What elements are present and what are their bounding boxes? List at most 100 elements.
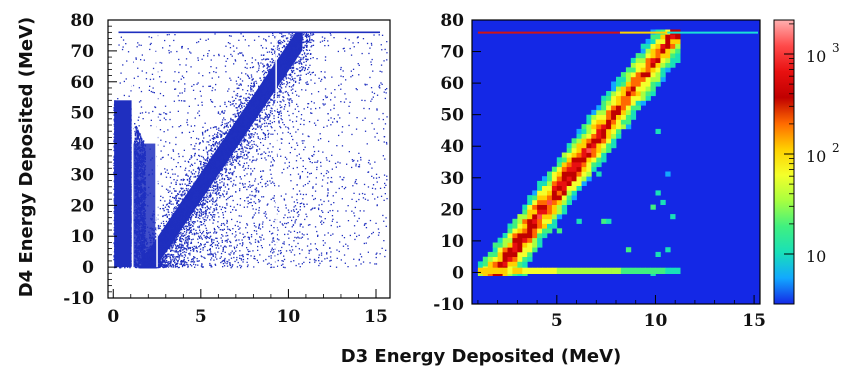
scatter-point	[163, 210, 165, 212]
scatter-point	[301, 89, 303, 91]
scatter-point	[152, 91, 154, 93]
scatter-point	[159, 76, 161, 78]
scatter-point	[200, 265, 203, 267]
scatter-point	[214, 106, 216, 108]
scatter-point	[186, 71, 188, 73]
scatter-point	[308, 135, 310, 138]
scatter-point	[366, 42, 369, 45]
scatter-point	[274, 129, 276, 132]
scatter-point	[187, 48, 189, 50]
scatter-point	[271, 61, 274, 63]
scatter-point	[254, 180, 256, 182]
scatter-point	[172, 254, 174, 256]
scatter-point	[301, 233, 303, 235]
scatter-point	[186, 245, 188, 247]
scatter-point	[277, 253, 279, 256]
scatter-point	[293, 63, 295, 65]
scatter-point	[278, 122, 280, 124]
scatter-point	[280, 250, 282, 252]
scatter-point	[254, 241, 257, 243]
scatter-point	[222, 214, 224, 216]
scatter-point	[333, 104, 335, 106]
scatter-point	[183, 179, 185, 181]
scatter-point	[298, 263, 300, 265]
scatter-point	[204, 219, 206, 221]
scatter-point	[134, 123, 136, 125]
scatter-point	[194, 117, 196, 119]
scatter-point	[225, 235, 227, 237]
scatter-point	[172, 173, 174, 175]
scatter-point	[309, 261, 311, 264]
scatter-point	[210, 199, 212, 201]
scatter-point	[353, 215, 356, 217]
scatter-point	[223, 222, 225, 225]
scatter-point	[355, 163, 357, 165]
scatter-point	[262, 196, 265, 198]
scatter-point	[321, 40, 324, 42]
scatter-point	[152, 78, 155, 80]
scatter-point	[187, 257, 189, 259]
scatter-point	[175, 248, 177, 250]
scatter-point	[258, 190, 260, 192]
scatter-point	[228, 88, 230, 90]
scatter-point	[197, 264, 199, 266]
scatter-point	[315, 177, 317, 179]
scatter-point	[135, 57, 137, 59]
scatter-point	[358, 164, 361, 166]
scatter-point	[309, 173, 311, 175]
scatter-point	[169, 176, 172, 179]
scatter-point	[194, 266, 196, 268]
scatter-point	[308, 157, 310, 159]
scatter-point	[228, 228, 231, 231]
scatter-point	[171, 126, 174, 128]
scatter-point	[341, 131, 343, 133]
scatter-point	[164, 264, 167, 266]
scatter-point	[244, 186, 246, 188]
scatter-point	[198, 235, 200, 237]
scatter-point	[355, 165, 357, 167]
scatter-point	[214, 252, 216, 254]
scatter-point	[278, 239, 280, 241]
scatter-point	[234, 60, 237, 62]
scatter-point	[182, 255, 184, 257]
scatter-point	[186, 121, 188, 124]
scatter-point	[121, 48, 124, 51]
scatter-point	[226, 241, 228, 243]
scatter-point	[364, 223, 366, 225]
scatter-point	[216, 183, 218, 185]
scatter-point	[358, 193, 361, 195]
scatter-point	[196, 250, 198, 252]
scatter-point	[201, 101, 203, 103]
scatter-point	[264, 136, 267, 139]
scatter-point	[198, 149, 200, 151]
scatter-point	[163, 225, 165, 227]
scatter-point	[271, 247, 273, 249]
scatter-point	[183, 257, 185, 259]
scatter-point	[360, 256, 363, 258]
scatter-point	[273, 197, 275, 199]
scatter-point	[177, 153, 180, 155]
scatter-point	[261, 234, 263, 236]
scatter-point	[183, 248, 185, 250]
scatter-point	[232, 183, 235, 185]
scatter-point	[358, 258, 360, 261]
scatter-point	[324, 258, 326, 260]
scatter-point	[297, 242, 299, 245]
scatter-point	[226, 219, 228, 222]
scatter-point	[253, 167, 256, 170]
scatter-point	[177, 95, 179, 97]
scatter-point	[172, 260, 175, 263]
scatter-point	[183, 260, 185, 263]
scatter-point	[248, 236, 250, 239]
scatter-point	[336, 226, 339, 228]
scatter-point	[204, 216, 206, 218]
scatter-point	[204, 243, 206, 245]
scatter-point	[191, 261, 193, 263]
scatter-point	[282, 121, 284, 124]
scatter-point	[288, 142, 290, 144]
scatter-point	[218, 216, 220, 218]
scatter-point	[184, 83, 186, 85]
scatter-point	[131, 234, 133, 237]
scatter-point	[167, 262, 169, 264]
scatter-point	[376, 181, 378, 183]
